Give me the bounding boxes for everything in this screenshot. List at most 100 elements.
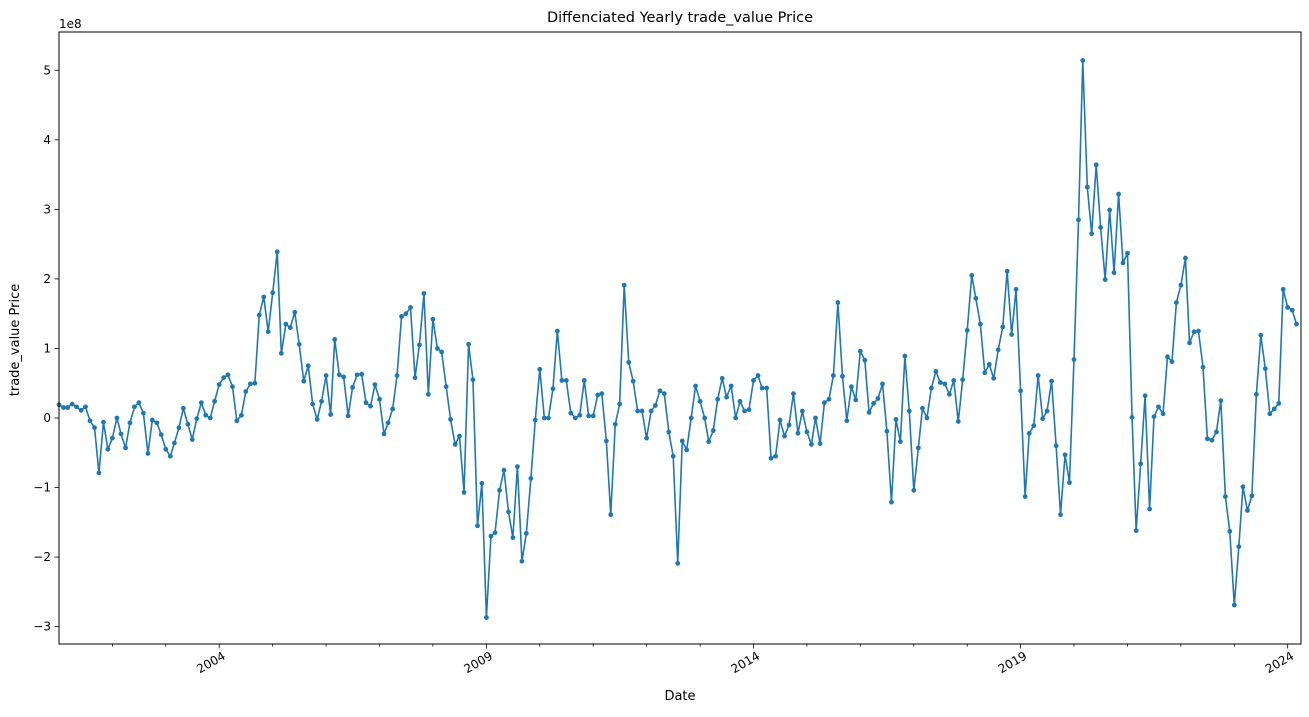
data-point [969,273,975,278]
y-tick-label: 2 [43,272,51,286]
data-point [305,363,311,369]
data-point [1071,357,1077,362]
data-point [1218,398,1224,403]
data-point [630,378,636,384]
data-point [1240,484,1246,490]
data-point [466,341,471,347]
data-point [866,410,872,415]
data-point [501,467,507,473]
data-point [728,383,734,389]
data-point [875,396,881,401]
y-axis-offset-label: 1e8 [59,17,82,31]
data-point [310,401,316,407]
data-point [372,382,378,387]
data-point [822,400,827,406]
data-point [742,408,747,414]
data-point [1062,452,1068,458]
data-point [1133,528,1139,534]
data-point [239,412,244,418]
data-point [835,300,841,305]
data-point [278,350,284,356]
data-point [1026,430,1032,436]
data-point [185,421,191,427]
data-point [1089,231,1095,237]
data-point [546,415,551,421]
x-axis-label: Date [664,689,695,704]
data-point [105,446,111,452]
plot-frame [58,31,1302,645]
data-point [118,431,124,437]
data-point [1013,286,1019,292]
data-point [243,389,249,394]
data-point [408,305,413,310]
data-point [1040,416,1046,422]
x-tick-label: 2019 [996,649,1029,676]
data-point [715,396,721,402]
data-point [603,438,609,444]
data-point [666,429,672,435]
data-point [915,445,921,451]
data-point [617,401,623,407]
data-point [693,383,698,389]
data-point [924,415,930,421]
data-point [109,435,115,441]
data-point [946,391,952,397]
data-point [1147,506,1153,512]
data-point [1049,378,1055,384]
data-point [292,309,298,315]
data-point [1035,373,1041,378]
data-point [1214,429,1219,435]
data-point [180,405,186,411]
data-point [844,418,850,424]
data-point [679,438,685,444]
data-point [461,489,467,495]
data-point [759,385,765,391]
data-point [840,373,845,379]
data-point [230,384,235,390]
data-point [599,391,605,397]
data-point [702,415,708,421]
data-point [960,377,966,383]
x-tick-label: 2014 [729,649,762,676]
data-point [270,290,276,296]
data-point [1249,493,1255,499]
data-point [1142,393,1148,399]
y-tick-label: 1 [43,341,51,355]
data-point [964,327,970,333]
data-point [425,391,431,397]
series-line [58,59,1298,619]
data-point [127,420,133,426]
data-point [1227,528,1233,534]
data-point [301,378,307,384]
data-point [1031,423,1037,429]
data-point [1160,411,1166,417]
data-point [403,311,409,317]
data-point [1294,321,1299,327]
data-point [1053,443,1059,449]
data-point [1116,191,1121,197]
data-point [942,381,948,387]
data-point [296,341,302,347]
data-point [911,487,917,493]
data-point [443,384,449,390]
data-point [221,375,227,381]
data-point [158,432,164,438]
data-point [777,417,783,423]
data-point [359,371,365,377]
data-point [74,404,79,410]
data-point [1173,300,1179,305]
data-point [782,433,787,439]
data-point [1262,366,1268,371]
data-point [421,291,427,296]
data-point [141,410,146,416]
data-point [764,385,770,391]
data-point [688,415,694,421]
data-point [1271,406,1277,412]
data-point [417,342,422,348]
data-point [69,401,75,407]
data-point [1231,602,1237,608]
data-point [648,408,654,414]
data-point [897,439,903,445]
data-point [1280,286,1286,292]
